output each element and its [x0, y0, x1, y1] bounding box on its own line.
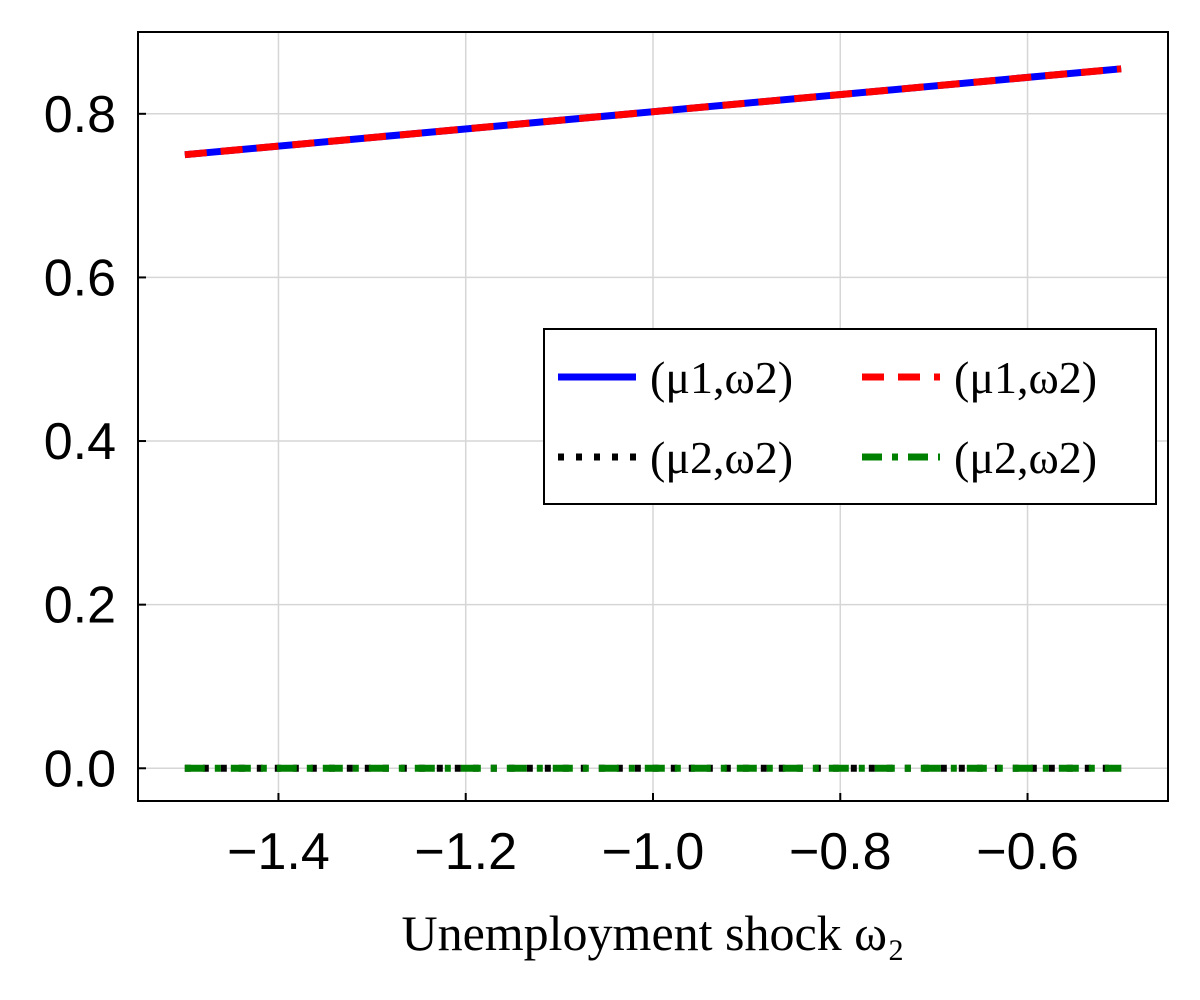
y-tick-label: 0.2: [44, 577, 116, 635]
legend-label: (μ2,ω2): [650, 432, 793, 483]
legend-label: (μ2,ω2): [954, 432, 1097, 483]
x-tick-label: −0.8: [789, 823, 892, 881]
y-tick-label: 0.8: [44, 86, 116, 144]
legend-label: (μ1,ω2): [650, 352, 793, 403]
x-tick-label: −1.0: [602, 823, 705, 881]
legend: (μ1,ω2) (μ1,ω2) (μ2,ω2) (μ2,ω2): [543, 328, 1157, 505]
x-axis-label: Unemployment shock ω₂: [401, 905, 904, 961]
x-tick-label: −1.2: [414, 823, 517, 881]
y-tick-label: 0.0: [44, 740, 116, 798]
x-tick-label: −0.6: [976, 823, 1079, 881]
legend-box: [543, 328, 1157, 505]
y-tick-label: 0.6: [44, 249, 116, 307]
legend-label: (μ1,ω2): [954, 352, 1097, 403]
series-layer: [184, 65, 1122, 772]
y-tick-label: 0.4: [44, 413, 116, 471]
series-line-2: [184, 65, 1122, 159]
tick-layer: −1.4 −1.2 −1.0 −0.8 −0.6 0.0 0.2 0.4 0.6 0.8: [44, 86, 1079, 881]
x-tick-label: −1.4: [227, 823, 330, 881]
